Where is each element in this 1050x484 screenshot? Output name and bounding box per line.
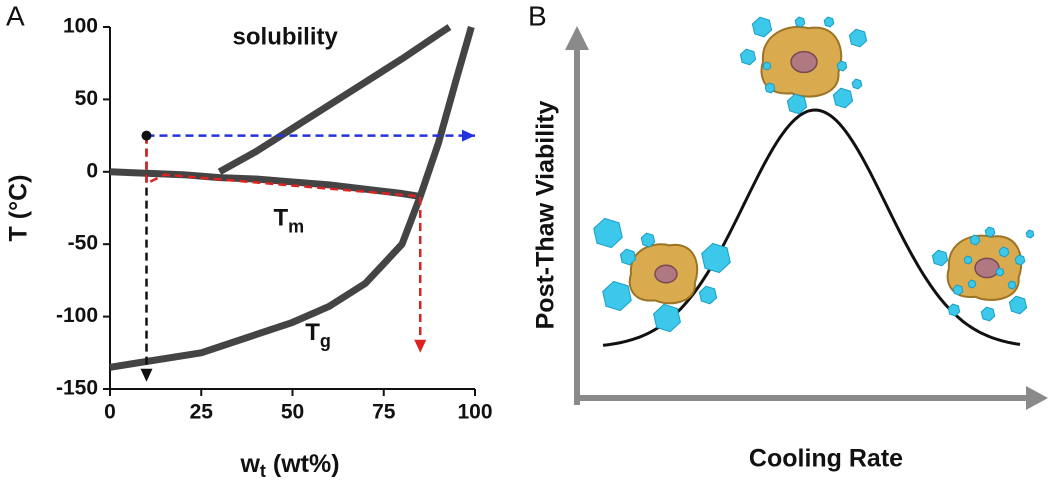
ice-crystal [967, 279, 977, 289]
ice-crystal [602, 280, 632, 312]
annotation: solubility [233, 24, 339, 51]
annotation-text: T [274, 205, 289, 232]
ice-crystal [739, 48, 757, 66]
y-tick-label: -150 [56, 377, 98, 400]
x-axis-label-main: w [239, 450, 260, 478]
panel-letter: A [6, 0, 25, 31]
x-tick-label: 75 [372, 401, 396, 424]
start-point [141, 130, 152, 141]
ice-crystal [619, 248, 637, 266]
x-axis-label-sub: t [260, 461, 266, 481]
y-tick-label: -100 [56, 304, 98, 327]
nucleus [654, 264, 678, 284]
annotation: Tg [305, 319, 331, 350]
x-tick-label: 100 [457, 401, 492, 424]
ice-crystal [947, 303, 961, 317]
ice-crystal [832, 87, 854, 109]
ice-crystal [653, 303, 681, 333]
y-tick-label: -50 [68, 232, 98, 255]
annotation-text: T [305, 319, 320, 346]
ice-crystal [851, 78, 863, 90]
x-axis-label: wt (wt%) [239, 450, 339, 481]
ice-crystal [698, 285, 718, 305]
panel-letter: B [528, 0, 547, 31]
ice-crystal [848, 28, 868, 48]
nucleus [974, 257, 1000, 279]
ice-crystal [764, 82, 776, 94]
y-axis-arrow [565, 26, 589, 50]
curve [109, 26, 475, 371]
annotation-sub: g [320, 331, 331, 351]
panel-b: B Post-Thaw Viability Cooling Rate [528, 0, 1048, 473]
arrow-head [462, 129, 475, 142]
nucleus [790, 50, 818, 74]
dashed-arrow [145, 135, 422, 353]
ice-crystal [762, 61, 772, 71]
ice-crystal [969, 234, 981, 246]
ice-crystal [980, 306, 996, 322]
y-tick-label: 0 [86, 159, 98, 182]
annotation-text: solubility [233, 24, 339, 51]
y-tick-label: 100 [63, 15, 98, 38]
x-axis-arrow [1026, 386, 1048, 410]
ice-crystal [794, 16, 806, 28]
ice-crystal [931, 249, 949, 267]
ice-crystal [984, 226, 996, 238]
ice-crystal [995, 267, 1005, 277]
ice-crystal [701, 242, 731, 274]
ice-crystal [786, 93, 808, 115]
x-tick-label: 0 [104, 401, 116, 424]
ice-crystal [751, 16, 773, 38]
ice-crystal [823, 16, 835, 28]
x-tick-label: 50 [281, 401, 304, 424]
ice-crystal [1025, 229, 1035, 239]
arrow-head [414, 339, 427, 353]
x-axis-label-unit: (wt%) [266, 450, 340, 478]
ice-crystal [952, 284, 964, 296]
curve [217, 24, 452, 175]
ice-crystal [593, 217, 623, 249]
x-axis-label: Cooling Rate [749, 445, 903, 473]
ice-crystal [640, 232, 656, 248]
annotation-sub: m [288, 216, 304, 236]
arrow-head [140, 368, 153, 382]
ice-crystal [836, 60, 848, 72]
ice-crystal [998, 246, 1010, 258]
illustration [593, 16, 1035, 347]
ice-crystal [963, 255, 973, 265]
y-axis-label: Post-Thaw Viability [532, 101, 560, 330]
ice-crystal [1007, 280, 1017, 290]
annotation: Tm [274, 205, 305, 236]
ice-crystal [1014, 254, 1026, 266]
x-tick-label: 25 [190, 401, 214, 424]
ice-crystal [1008, 295, 1028, 315]
y-axis-label: T (°C) [5, 175, 33, 242]
y-tick-label: 50 [75, 87, 98, 110]
